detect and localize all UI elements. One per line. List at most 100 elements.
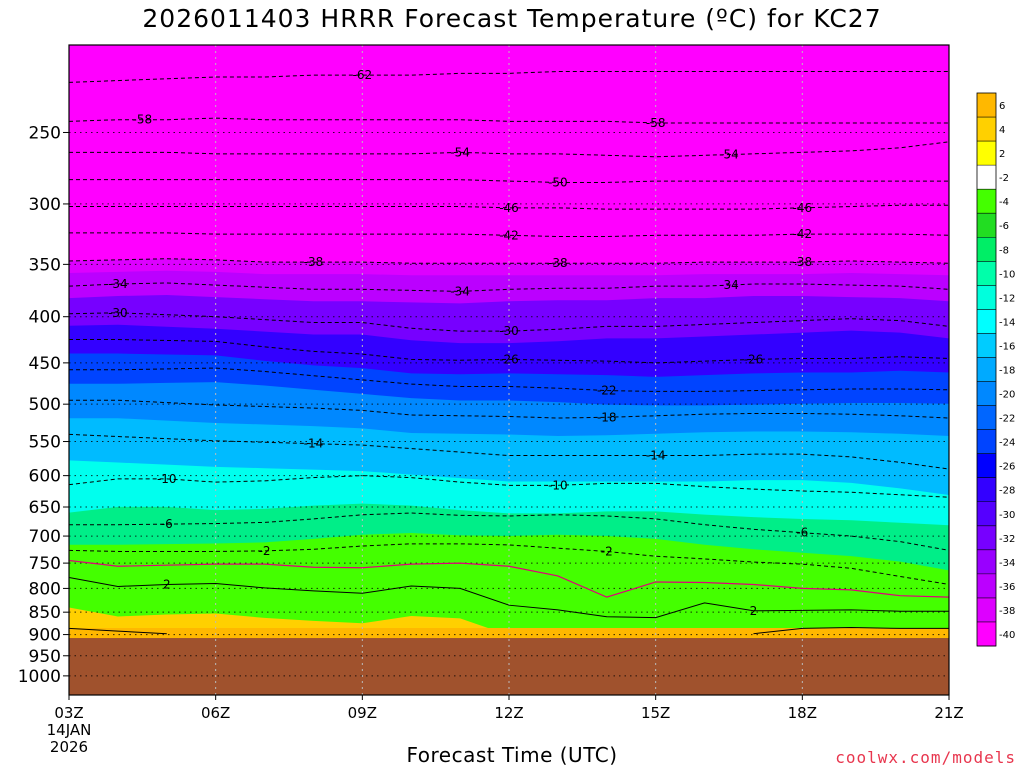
colorbar-label-7: -10 [999,269,1015,280]
colorbar-label-12: -20 [999,390,1015,401]
y-tick-label-550: 550 [29,433,61,453]
contour-label--14-0: -14 [304,437,324,451]
terrain-fill [69,638,949,695]
contour-label--62-0: -62 [353,68,373,82]
colorbar-swatch-3 [977,165,996,190]
contour-label--26-1: -26 [744,352,764,366]
contour-label--34-2: -34 [719,278,739,292]
y-tick-label-400: 400 [29,308,61,328]
contour-label--46-0: -46 [499,201,519,215]
y-tick-label-450: 450 [29,354,61,374]
colorbar-swatch-21 [977,597,996,623]
contour-surface-18 [753,627,949,635]
x-tick-label-12Z: 12Z [494,704,523,722]
colorbar-label-21: -38 [999,606,1015,617]
y-tick-label-350: 350 [29,255,61,275]
contour-label--46-1: -46 [793,201,813,215]
colorbar-label-10: -16 [999,341,1015,352]
contour-label--18-0: -18 [597,410,617,424]
y-tick-label-950: 950 [29,647,61,667]
colorbar-label-19: -34 [999,558,1015,569]
contour-label--38-0: -38 [304,255,324,269]
x-tick-label-15Z: 15Z [641,704,670,722]
contour-2 [69,576,949,619]
y-axis: 250 300 350 400 450 500 550 600 650 700 750 800 850 9… [18,123,69,687]
colorbar-label-8: -12 [999,293,1015,304]
colorbar-label-9: -14 [999,317,1015,328]
colorbar-swatch-10 [977,333,996,358]
contour-label--42-1: -42 [793,227,813,241]
contour-label--10-1: -10 [548,478,568,492]
y-tick-label-500: 500 [29,395,61,415]
colorbar-swatch-9 [977,309,996,334]
contour-label--54-0: -54 [450,145,470,159]
colorbar-label-6: -8 [999,245,1009,256]
y-tick-label-250: 250 [29,123,61,143]
y-tick-label-300: 300 [29,195,61,215]
colorbar-label-16: -28 [999,486,1015,497]
colorbar-swatch-19 [977,549,996,575]
y-tick-label-800: 800 [29,579,61,599]
y-tick-label-650: 650 [29,498,61,518]
contour-label-2-1: 2 [750,604,758,618]
x-start-label-2: 2026 [50,738,88,756]
colorbar-swatch-13 [977,405,996,431]
contour-label--34-1: -34 [450,284,470,298]
colorbar-swatch-12 [977,381,996,407]
colorbar-label-1: 4 [999,125,1005,136]
x-axis-title: Forecast Time (UTC) [406,743,618,767]
colorbar-label-4: -4 [999,197,1009,208]
y-tick-label-1000: 1000 [18,667,61,687]
y-tick-label-900: 900 [29,626,61,646]
colorbar-swatch-5 [977,213,996,238]
contour-label--58-0: -58 [133,113,153,127]
contour--10 [69,475,949,498]
contour-label--30-1: -30 [499,324,519,338]
chart-title: 2026011403 HRRR Forecast Temperature (ºC… [142,4,882,33]
credit-text[interactable]: coolwx.com/models [835,748,1016,767]
contour-label--42-0: -42 [499,228,519,242]
x-tick-label-09Z: 09Z [348,704,377,722]
y-tick-label-750: 750 [29,554,61,574]
colorbar-label-20: -36 [999,582,1015,593]
contour-label--34-0: -34 [108,277,128,291]
colorbar-label-11: -18 [999,366,1015,377]
contour-surface-17 [69,627,167,635]
colorbar-label-18: -32 [999,534,1015,545]
contour-label--10-0: -10 [157,472,177,486]
grid-lines [69,45,949,695]
y-tick-label-850: 850 [29,603,61,623]
contour-label--58-1: -58 [646,116,666,130]
colorbar-swatch-6 [977,237,996,262]
contour-label--6-0: -6 [161,517,173,531]
contour-label--50-0: -50 [548,175,568,189]
x-start-label-0: 03Z [54,704,83,722]
contour-label--2-1: -2 [601,544,613,558]
contour-label-2-0: 2 [163,577,171,591]
x-tick-label-21Z: 21Z [934,704,963,722]
contour-label--26-0: -26 [499,352,519,366]
y-tick-label-700: 700 [29,527,61,547]
contour-label--38-2: -38 [793,255,813,269]
contour-label--2-0: -2 [259,544,271,558]
contour-label--38-1: -38 [548,256,568,270]
contour-label--6-1: -6 [796,526,808,540]
colorbar-swatch-20 [977,573,996,599]
colorbar: 6 4 2 -2 -4 -6 -8 -10 -12 -14 -16 -18 -20 -22 -24 -26 -2… [976,92,1015,647]
colorbar-swatch-18 [977,525,996,551]
colorbar-swatch-7 [977,261,996,286]
colorbar-label-3: -2 [999,173,1009,184]
colorbar-swatch-0 [977,93,996,118]
colorbar-label-0: 6 [999,101,1005,112]
x-start-label-1: 14JAN [47,721,92,739]
colorbar-swatch-14 [977,429,996,455]
contour-label--22-0: -22 [597,384,617,398]
colorbar-swatch-11 [977,357,996,383]
colorbar-label-14: -24 [999,438,1015,449]
y-tick-label-600: 600 [29,467,61,487]
colorbar-label-22: -40 [999,630,1015,641]
contour-label--30-0: -30 [108,306,128,320]
x-tick-label-18Z: 18Z [788,704,817,722]
